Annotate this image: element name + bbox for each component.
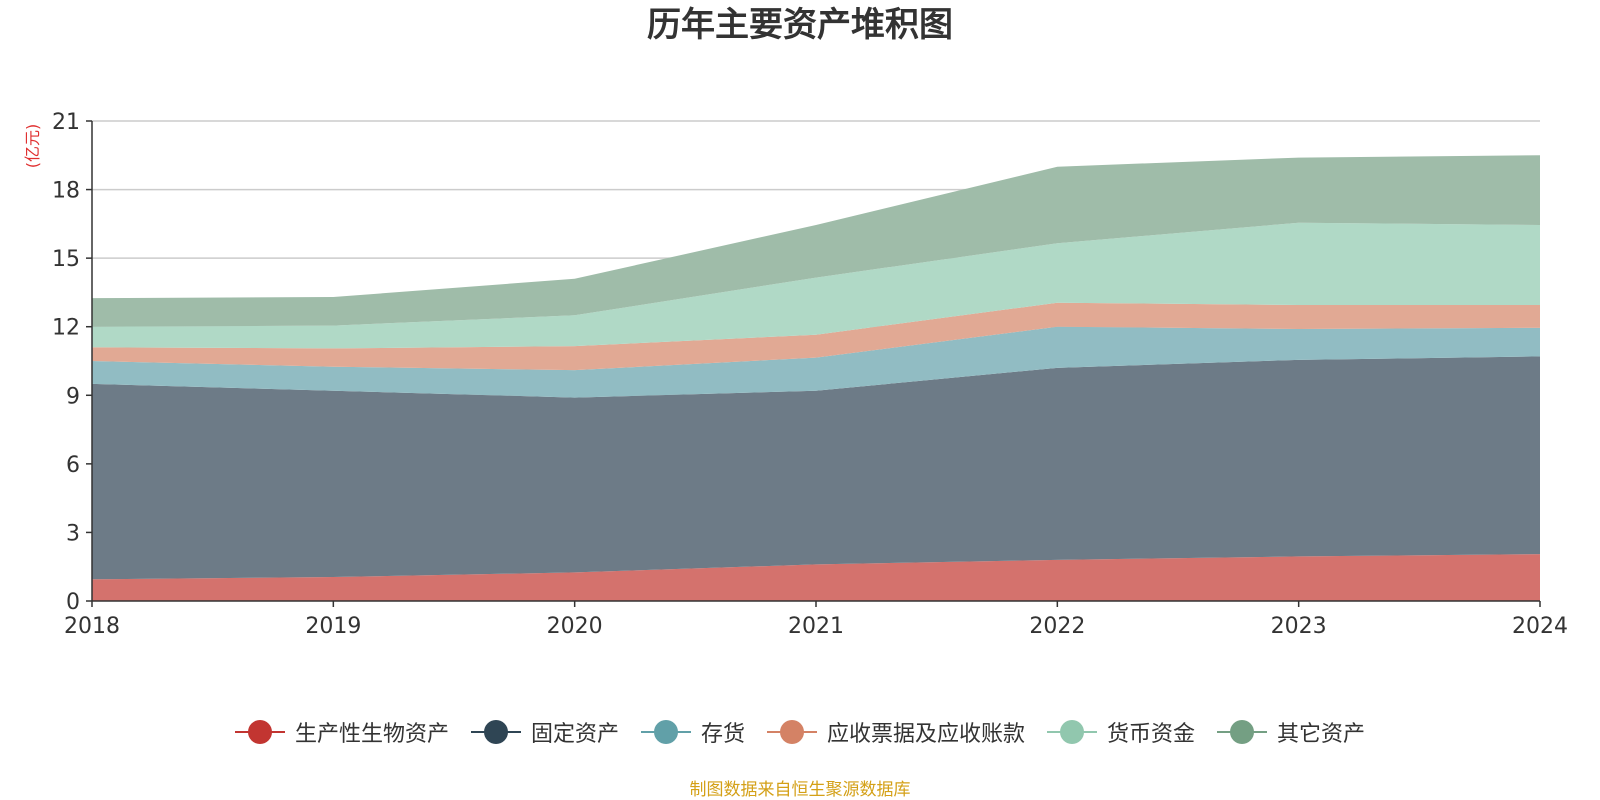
- x-tick-label: 2024: [1512, 614, 1568, 639]
- legend-marker-icon: [234, 719, 285, 745]
- legend-marker-icon: [1217, 719, 1268, 745]
- x-tick-label: 2018: [64, 614, 120, 639]
- legend-marker-icon: [767, 719, 817, 745]
- area-series-4: [92, 302, 1540, 371]
- y-tick-label: 21: [52, 110, 80, 135]
- legend-label: 生产性生物资产: [294, 722, 449, 747]
- area-series-6: [92, 155, 1540, 327]
- area-series-5: [92, 222, 1540, 349]
- x-tick-label: 2021: [788, 614, 844, 639]
- y-unit-label: (亿元): [23, 124, 42, 169]
- y-tick-label: 18: [52, 179, 80, 204]
- legend-marker-icon: [640, 719, 691, 745]
- axes: 0 3 6 9 12 15 18 21 2018 2019 2020 2021 2022 2023 2024: [52, 110, 1568, 639]
- legend-label: 货币资金: [1107, 722, 1196, 747]
- y-tick-label: 12: [52, 316, 80, 341]
- source-note: 制图数据来自恒生聚源数据库: [689, 780, 911, 800]
- legend-label: 应收票据及应收账款: [827, 722, 1026, 747]
- area-series-3: [92, 326, 1540, 398]
- legend-label: 固定资产: [530, 722, 619, 747]
- y-tick-label: 6: [66, 453, 80, 478]
- legend-label: 其它资产: [1277, 722, 1366, 747]
- legend-label: 存货: [700, 722, 745, 747]
- legend-item-6[interactable]: 其它资产: [1217, 716, 1365, 748]
- legend-item-2[interactable]: 固定资产: [470, 716, 619, 748]
- legend-item-3[interactable]: 存货: [640, 716, 745, 748]
- x-tick-label: 2020: [547, 614, 603, 639]
- area-series-1: [92, 554, 1540, 601]
- area-series-2: [92, 356, 1540, 580]
- legend-marker-icon: [470, 719, 521, 745]
- y-tick-label: 15: [52, 247, 80, 272]
- legend-marker-icon: [1047, 719, 1098, 745]
- legend-item-5[interactable]: 货币资金: [1047, 716, 1195, 748]
- y-tick-label: 9: [66, 384, 80, 409]
- y-tick-label: 3: [66, 521, 80, 546]
- x-tick-label: 2022: [1029, 614, 1085, 639]
- area-series: [92, 155, 1540, 601]
- chart-title: 历年主要资产堆积图: [647, 5, 953, 45]
- legend: 生产性生物资产 固定资产 存货 应收票据及应收账款 货币资金 其它资产: [0, 712, 1600, 752]
- y-tick-label: 0: [66, 590, 80, 615]
- x-tick-label: 2023: [1271, 614, 1327, 639]
- legend-item-1[interactable]: 生产性生物资产: [234, 716, 449, 748]
- legend-item-4[interactable]: 应收票据及应收账款: [767, 716, 1025, 748]
- x-tick-label: 2019: [305, 614, 361, 639]
